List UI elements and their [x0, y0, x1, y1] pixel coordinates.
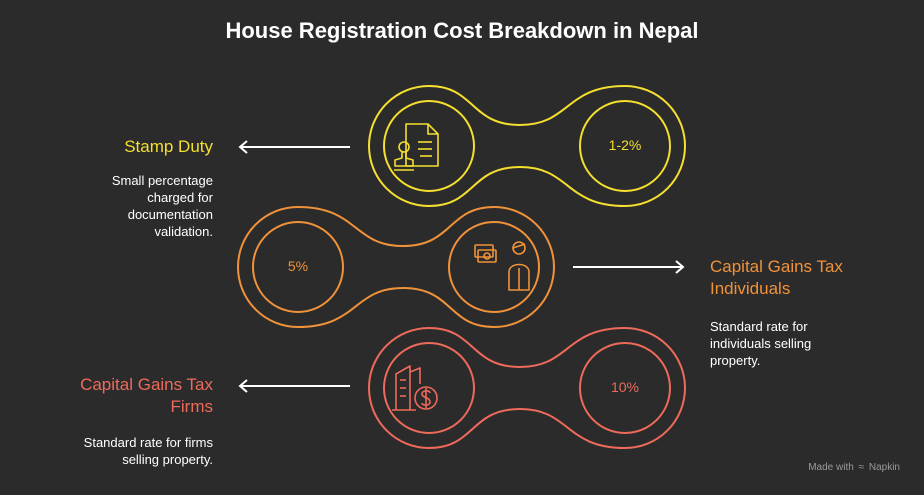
- heading-line: Capital Gains Tax: [710, 257, 843, 276]
- description-line: validation.: [154, 224, 213, 239]
- heading-line: Capital Gains Tax: [80, 375, 213, 394]
- description-line: charged for: [147, 190, 213, 205]
- description-line: selling property.: [122, 452, 213, 467]
- stamp-duty-connector: [368, 84, 686, 208]
- firms-connector: [368, 326, 686, 450]
- description-line: property.: [710, 353, 761, 368]
- description-line: documentation: [127, 207, 213, 222]
- napkin-watermark[interactable]: Made with ≈ Napkin: [808, 462, 900, 473]
- description-line: Standard rate for: [710, 319, 808, 334]
- building-dollar-icon: [392, 365, 438, 411]
- heading-line: Firms: [170, 397, 213, 416]
- description-line: Small percentage: [111, 173, 213, 188]
- stamp-duty-value: 1-2%: [608, 137, 642, 153]
- document-stamp-icon: [394, 123, 439, 171]
- individuals-description: Standard rate for individuals selling pr…: [710, 318, 811, 369]
- individuals-value: 5%: [287, 258, 309, 274]
- description-line: individuals selling: [710, 336, 812, 351]
- person-money-icon: [474, 241, 530, 291]
- page-title: House Registration Cost Breakdown in Nep…: [225, 18, 699, 43]
- firms-description: Standard rate for firms selling property…: [84, 434, 213, 468]
- stamp-duty-arrow: [238, 140, 350, 154]
- individuals-heading: Capital Gains Tax Individuals: [710, 256, 843, 300]
- napkin-logo-icon: ≈: [858, 462, 865, 473]
- individuals-arrow: [573, 260, 685, 274]
- watermark-brand: Napkin: [868, 462, 900, 473]
- heading-line: Individuals: [710, 279, 791, 298]
- firms-value: 10%: [610, 379, 640, 395]
- individuals-connector: [237, 205, 555, 329]
- watermark-prefix: Made with: [808, 462, 854, 473]
- description-line: Standard rate for firms: [83, 435, 213, 450]
- stamp-duty-description: Small percentage charged for documentati…: [112, 172, 213, 240]
- stamp-duty-heading: Stamp Duty: [124, 137, 213, 156]
- firms-heading: Capital Gains Tax Firms: [80, 374, 213, 418]
- firms-arrow: [238, 379, 350, 393]
